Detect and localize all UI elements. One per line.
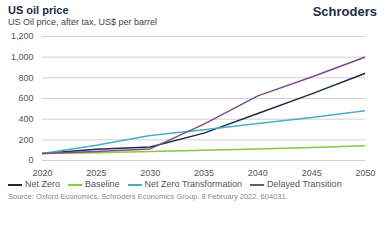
html-text:US oil price: US oil price	[8, 4, 69, 16]
html-text:Net Zero: Net Zero	[25, 179, 60, 189]
svg-text:1,000: 1,000	[11, 52, 34, 62]
svg-text:2040: 2040	[248, 168, 268, 178]
svg-text:600: 600	[18, 93, 33, 103]
svg-text:200: 200	[18, 135, 33, 145]
svg-text:2050: 2050	[355, 168, 375, 178]
html-text:Schroders: Schroders	[312, 4, 377, 19]
svg-text:2025: 2025	[86, 168, 106, 178]
html-text:Net Zero Transformation: Net Zero Transformation	[144, 179, 243, 189]
svg-text:2030: 2030	[140, 168, 160, 178]
svg-text:0: 0	[28, 155, 33, 165]
html-text:Source: Oxford Economics, Schr: Source: Oxford Economics, Schroders Econ…	[8, 192, 288, 201]
html-text:US Oil price, after tax, US$ p: US Oil price, after tax, US$ per barrel	[8, 17, 158, 27]
svg-text:2045: 2045	[302, 168, 322, 178]
html-text:Delayed Transition: Delayed Transition	[267, 179, 342, 189]
svg-text:1,200: 1,200	[11, 31, 34, 41]
svg-text:400: 400	[18, 114, 33, 124]
svg-text:800: 800	[18, 73, 33, 83]
html-text:Baseline: Baseline	[85, 179, 120, 189]
svg-text:2020: 2020	[32, 168, 52, 178]
svg-text:2035: 2035	[194, 168, 214, 178]
